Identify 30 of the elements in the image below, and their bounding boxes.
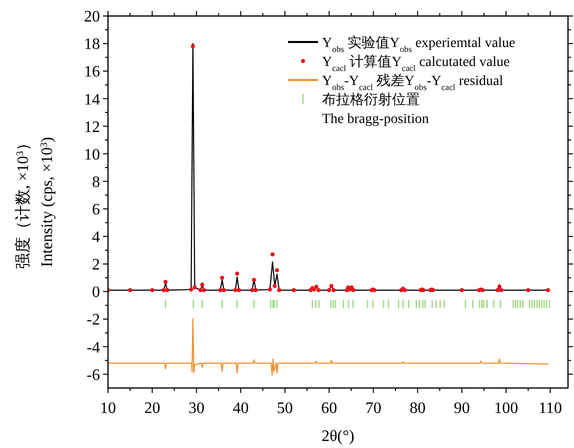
x-tick-label: 60: [321, 400, 338, 417]
y-tick-label: 6: [92, 201, 100, 218]
y-tick-label: 0: [92, 284, 100, 302]
x-tick-label: 70: [365, 400, 382, 417]
y-tick-label: 2: [92, 256, 100, 274]
text: Y$_{obs}$-Y$_{cacl}$ 残差Y$_{obs}$-Y$_{cacl}$ residual: [322, 74, 504, 92]
y-tick-label: 14: [84, 91, 100, 108]
y-tick-label: 12: [84, 118, 100, 136]
legend-label: Y$_{obs}$ 实验值Y$_{obs}$ experiemtal value: [322, 34, 516, 54]
y-tick-label: -2: [86, 312, 100, 329]
y-tick-label: 18: [84, 36, 100, 54]
x-tick-label: 110: [538, 400, 562, 417]
y-tick-label: 20: [84, 8, 100, 26]
y-tick-label: 8: [92, 174, 100, 191]
x-axis-title: 2θ(°): [322, 428, 354, 445]
y-tick-label: 4: [92, 229, 100, 246]
y-tick-label: -6: [86, 366, 100, 384]
line-series: [108, 318, 549, 376]
x-tick-label: 20: [144, 400, 160, 417]
x-tick-label: 40: [232, 400, 249, 417]
x-tick-label: 50: [276, 400, 293, 417]
legend-label: 布拉格衍射位置 The bragg-position: [322, 92, 429, 127]
y-tick-label: 16: [84, 64, 100, 81]
y-tick-label: 10: [84, 146, 100, 164]
x-tick-label: 80: [410, 400, 426, 417]
x-tick-label: 90: [454, 400, 470, 417]
y-tick-label: -4: [86, 339, 100, 356]
x-tick-label: 30: [188, 400, 204, 417]
legend-label: Y$_{cacl}$ 计算值Y$_{cacl}$ calcutated value: [322, 54, 510, 73]
x-tick-label: 100: [494, 400, 518, 417]
